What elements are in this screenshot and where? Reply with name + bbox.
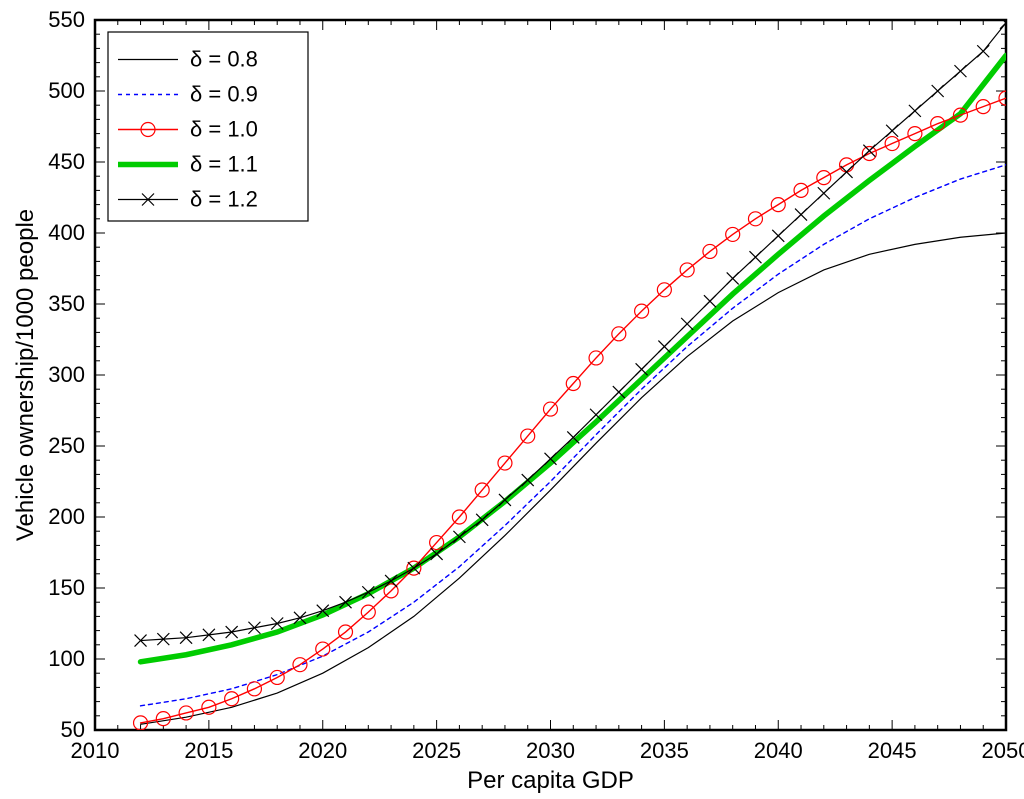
y-tick-label: 400	[48, 220, 85, 245]
x-tick-label: 2030	[526, 738, 575, 763]
y-tick-label: 250	[48, 433, 85, 458]
y-tick-label: 350	[48, 291, 85, 316]
series-line-s11	[141, 56, 1006, 662]
x-tick-label: 2035	[640, 738, 689, 763]
series-marker-s12	[636, 363, 648, 375]
series-marker-s12	[727, 272, 739, 284]
series-marker-s12	[681, 318, 693, 330]
x-tick-label: 2025	[412, 738, 461, 763]
series-marker-s12	[932, 85, 944, 97]
y-tick-label: 50	[61, 717, 85, 742]
y-axis-label: Vehicle ownership/1000 people	[12, 209, 39, 541]
x-tick-label: 2045	[868, 738, 917, 763]
legend-label: δ = 1.2	[190, 187, 258, 212]
series-marker-s12	[704, 295, 716, 307]
series-marker-s12	[886, 125, 898, 137]
line-chart: 2010201520202025203020352040204520505010…	[0, 0, 1024, 799]
y-tick-label: 450	[48, 149, 85, 174]
legend-label: δ = 0.9	[190, 82, 258, 107]
series-marker-s12	[909, 105, 921, 117]
y-tick-label: 150	[48, 575, 85, 600]
series-marker-s12	[749, 251, 761, 263]
series-marker-s12	[248, 622, 260, 634]
y-tick-label: 550	[48, 7, 85, 32]
legend-label: δ = 1.0	[190, 117, 258, 142]
x-axis-label: Per capita GDP	[467, 767, 634, 794]
series-marker-s12	[954, 65, 966, 77]
x-tick-label: 2040	[754, 738, 803, 763]
legend-label: δ = 0.8	[190, 47, 258, 72]
chart-container: 2010201520202025203020352040204520505010…	[0, 0, 1024, 799]
series-marker-s12	[772, 230, 784, 242]
series-line-s08	[141, 233, 1006, 724]
x-tick-label: 2020	[298, 738, 347, 763]
y-tick-label: 300	[48, 362, 85, 387]
y-tick-label: 100	[48, 646, 85, 671]
y-tick-label: 500	[48, 78, 85, 103]
y-tick-label: 200	[48, 504, 85, 529]
series-marker-s12	[795, 209, 807, 221]
series-marker-s12	[613, 386, 625, 398]
legend-label: δ = 1.1	[190, 152, 258, 177]
series-marker-s12	[818, 187, 830, 199]
series-marker-s12	[658, 341, 670, 353]
series-line-s12	[141, 23, 1006, 641]
x-tick-label: 2050	[982, 738, 1024, 763]
series-line-s10	[141, 98, 1006, 723]
series-marker-s12	[271, 618, 283, 630]
x-tick-label: 2015	[184, 738, 233, 763]
series-marker-s12	[841, 166, 853, 178]
series-marker-s12	[977, 45, 989, 57]
